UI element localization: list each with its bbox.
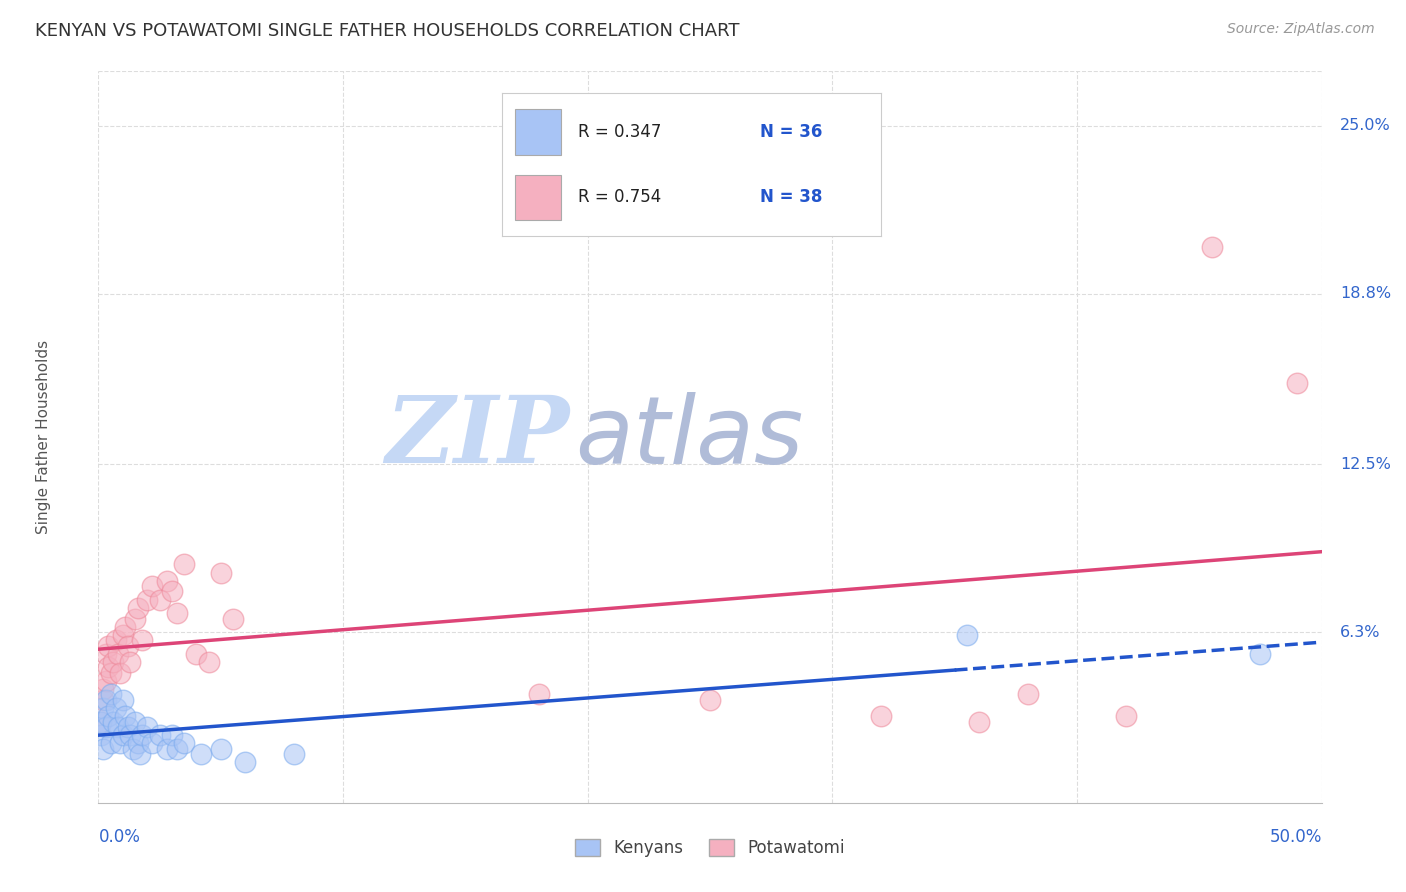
Point [1201, 240, 1223, 254]
Point [197, 655, 219, 669]
Point [141, 736, 163, 750]
Point [114, 620, 136, 634]
Text: ZIP: ZIP [385, 392, 569, 482]
Point [100, 665, 122, 680]
Point [111, 728, 134, 742]
Point [1249, 647, 1271, 661]
Point [101, 655, 124, 669]
Point [209, 566, 232, 580]
Point [166, 741, 188, 756]
Point [129, 747, 152, 761]
Text: 50.0%: 50.0% [1270, 829, 1322, 847]
Point [120, 655, 142, 669]
Point [110, 736, 132, 750]
Point [160, 728, 183, 742]
Point [967, 714, 990, 729]
Point [97, 639, 120, 653]
Point [94, 720, 117, 734]
Point [97, 709, 120, 723]
Point [117, 639, 139, 653]
Text: Single Father Households: Single Father Households [37, 340, 51, 534]
Point [1286, 376, 1309, 390]
Point [699, 693, 721, 707]
Point [173, 736, 195, 750]
Point [111, 628, 134, 642]
Point [101, 714, 124, 729]
Point [97, 660, 120, 674]
Point [90, 728, 112, 742]
Text: atlas: atlas [575, 392, 804, 483]
Point [233, 755, 256, 769]
Point [136, 592, 159, 607]
Point [110, 665, 132, 680]
Point [283, 747, 305, 761]
Point [114, 709, 136, 723]
Text: 6.3%: 6.3% [1340, 624, 1381, 640]
Text: Source: ZipAtlas.com: Source: ZipAtlas.com [1227, 22, 1375, 37]
Point [91, 741, 114, 756]
Point [107, 720, 129, 734]
Point [120, 728, 142, 742]
Text: 25.0%: 25.0% [1340, 118, 1391, 133]
Point [124, 714, 146, 729]
Point [1115, 709, 1137, 723]
Point [117, 720, 139, 734]
Point [209, 741, 232, 756]
Text: KENYAN VS POTAWATOMI SINGLE FATHER HOUSEHOLDS CORRELATION CHART: KENYAN VS POTAWATOMI SINGLE FATHER HOUSE… [35, 22, 740, 40]
Point [100, 688, 122, 702]
Legend: Kenyans, Potawatomi: Kenyans, Potawatomi [569, 832, 851, 864]
Point [156, 574, 179, 588]
Point [94, 693, 117, 707]
Point [131, 728, 153, 742]
Point [100, 736, 122, 750]
Point [91, 693, 114, 707]
Point [131, 633, 153, 648]
Point [222, 611, 245, 625]
Point [166, 606, 188, 620]
Point [127, 736, 149, 750]
Point [136, 720, 159, 734]
Point [160, 584, 183, 599]
Point [90, 714, 112, 729]
Point [956, 628, 979, 642]
Point [94, 647, 117, 661]
Point [149, 592, 172, 607]
Point [107, 647, 129, 661]
Point [156, 741, 179, 756]
Point [121, 741, 143, 756]
Point [104, 633, 127, 648]
Point [90, 714, 112, 729]
Point [124, 611, 146, 625]
Point [173, 558, 195, 572]
Point [91, 681, 114, 696]
Point [527, 688, 550, 702]
Point [141, 579, 163, 593]
Point [149, 728, 172, 742]
Point [870, 709, 893, 723]
Text: 12.5%: 12.5% [1340, 457, 1391, 472]
Point [104, 701, 127, 715]
Point [127, 600, 149, 615]
Point [186, 647, 208, 661]
Point [1017, 688, 1039, 702]
Point [190, 747, 212, 761]
Point [91, 701, 114, 715]
Point [111, 693, 134, 707]
Text: 18.8%: 18.8% [1340, 286, 1391, 301]
Point [94, 673, 117, 688]
Text: 0.0%: 0.0% [98, 829, 141, 847]
